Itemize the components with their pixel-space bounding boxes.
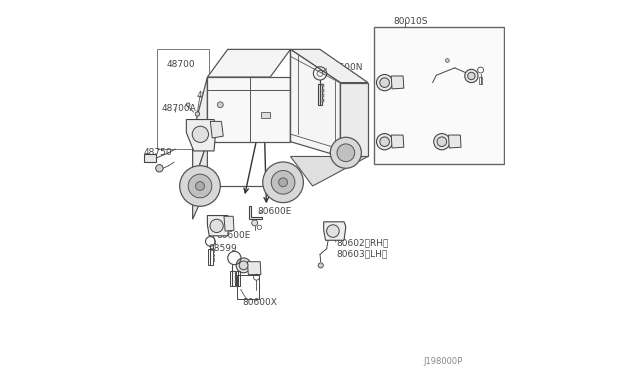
Circle shape <box>337 144 355 161</box>
Circle shape <box>376 134 393 150</box>
Circle shape <box>196 182 204 190</box>
Text: 80600X: 80600X <box>243 298 277 307</box>
Bar <box>235 271 236 274</box>
Circle shape <box>278 178 287 187</box>
Text: J198000P: J198000P <box>424 357 463 366</box>
Polygon shape <box>193 142 207 219</box>
Text: 98599: 98599 <box>209 244 237 253</box>
Bar <box>143 154 156 162</box>
Circle shape <box>239 261 248 270</box>
Circle shape <box>468 72 475 80</box>
Circle shape <box>326 225 339 237</box>
Circle shape <box>263 162 303 203</box>
Text: 48720: 48720 <box>196 91 225 100</box>
Circle shape <box>218 102 223 108</box>
Text: 48700: 48700 <box>167 60 195 69</box>
Polygon shape <box>291 49 340 157</box>
Polygon shape <box>207 77 291 142</box>
Polygon shape <box>391 76 404 89</box>
Bar <box>237 275 259 299</box>
Polygon shape <box>291 49 368 83</box>
Bar <box>230 271 235 286</box>
Polygon shape <box>207 49 291 77</box>
Bar <box>208 249 212 265</box>
Polygon shape <box>224 216 234 231</box>
Bar <box>235 280 236 283</box>
Circle shape <box>188 174 212 198</box>
Polygon shape <box>249 206 262 219</box>
Bar <box>235 276 236 278</box>
Bar <box>236 271 240 286</box>
Polygon shape <box>186 119 216 151</box>
Circle shape <box>376 74 393 91</box>
Bar <box>261 112 270 118</box>
Polygon shape <box>193 77 207 186</box>
Text: 48750: 48750 <box>143 148 172 157</box>
Bar <box>157 49 209 149</box>
Polygon shape <box>211 121 223 138</box>
Circle shape <box>330 137 362 168</box>
Bar <box>374 27 504 164</box>
Bar <box>318 84 322 105</box>
Bar <box>322 89 324 92</box>
Text: 80010S: 80010S <box>393 17 428 26</box>
Circle shape <box>465 69 478 83</box>
Bar <box>322 94 324 97</box>
Bar <box>322 84 324 87</box>
Circle shape <box>271 170 295 194</box>
Polygon shape <box>324 222 346 240</box>
Circle shape <box>434 134 450 150</box>
Circle shape <box>186 103 190 107</box>
Text: 48700A: 48700A <box>162 104 196 113</box>
Circle shape <box>195 112 200 116</box>
Circle shape <box>437 137 447 147</box>
Circle shape <box>210 219 223 232</box>
Circle shape <box>236 258 251 273</box>
Bar <box>479 77 482 84</box>
Text: 80600E: 80600E <box>216 231 251 240</box>
Circle shape <box>318 263 323 268</box>
Text: 80602（RH）: 80602（RH） <box>337 239 389 248</box>
Text: 80603（LH）: 80603（LH） <box>337 250 388 259</box>
Circle shape <box>380 137 389 147</box>
Text: 80600N: 80600N <box>328 63 363 72</box>
Circle shape <box>180 166 220 206</box>
Circle shape <box>252 220 258 226</box>
Bar <box>322 99 324 102</box>
Circle shape <box>192 126 209 142</box>
Bar <box>212 249 214 252</box>
Polygon shape <box>247 262 261 275</box>
Polygon shape <box>207 215 230 236</box>
Circle shape <box>156 164 163 172</box>
Circle shape <box>380 78 389 87</box>
Bar <box>212 254 214 256</box>
Polygon shape <box>449 135 461 148</box>
Bar <box>212 258 214 260</box>
Circle shape <box>445 59 449 62</box>
Polygon shape <box>391 135 404 148</box>
Polygon shape <box>340 83 368 157</box>
Text: 80600E: 80600E <box>257 207 292 217</box>
Polygon shape <box>291 157 368 186</box>
